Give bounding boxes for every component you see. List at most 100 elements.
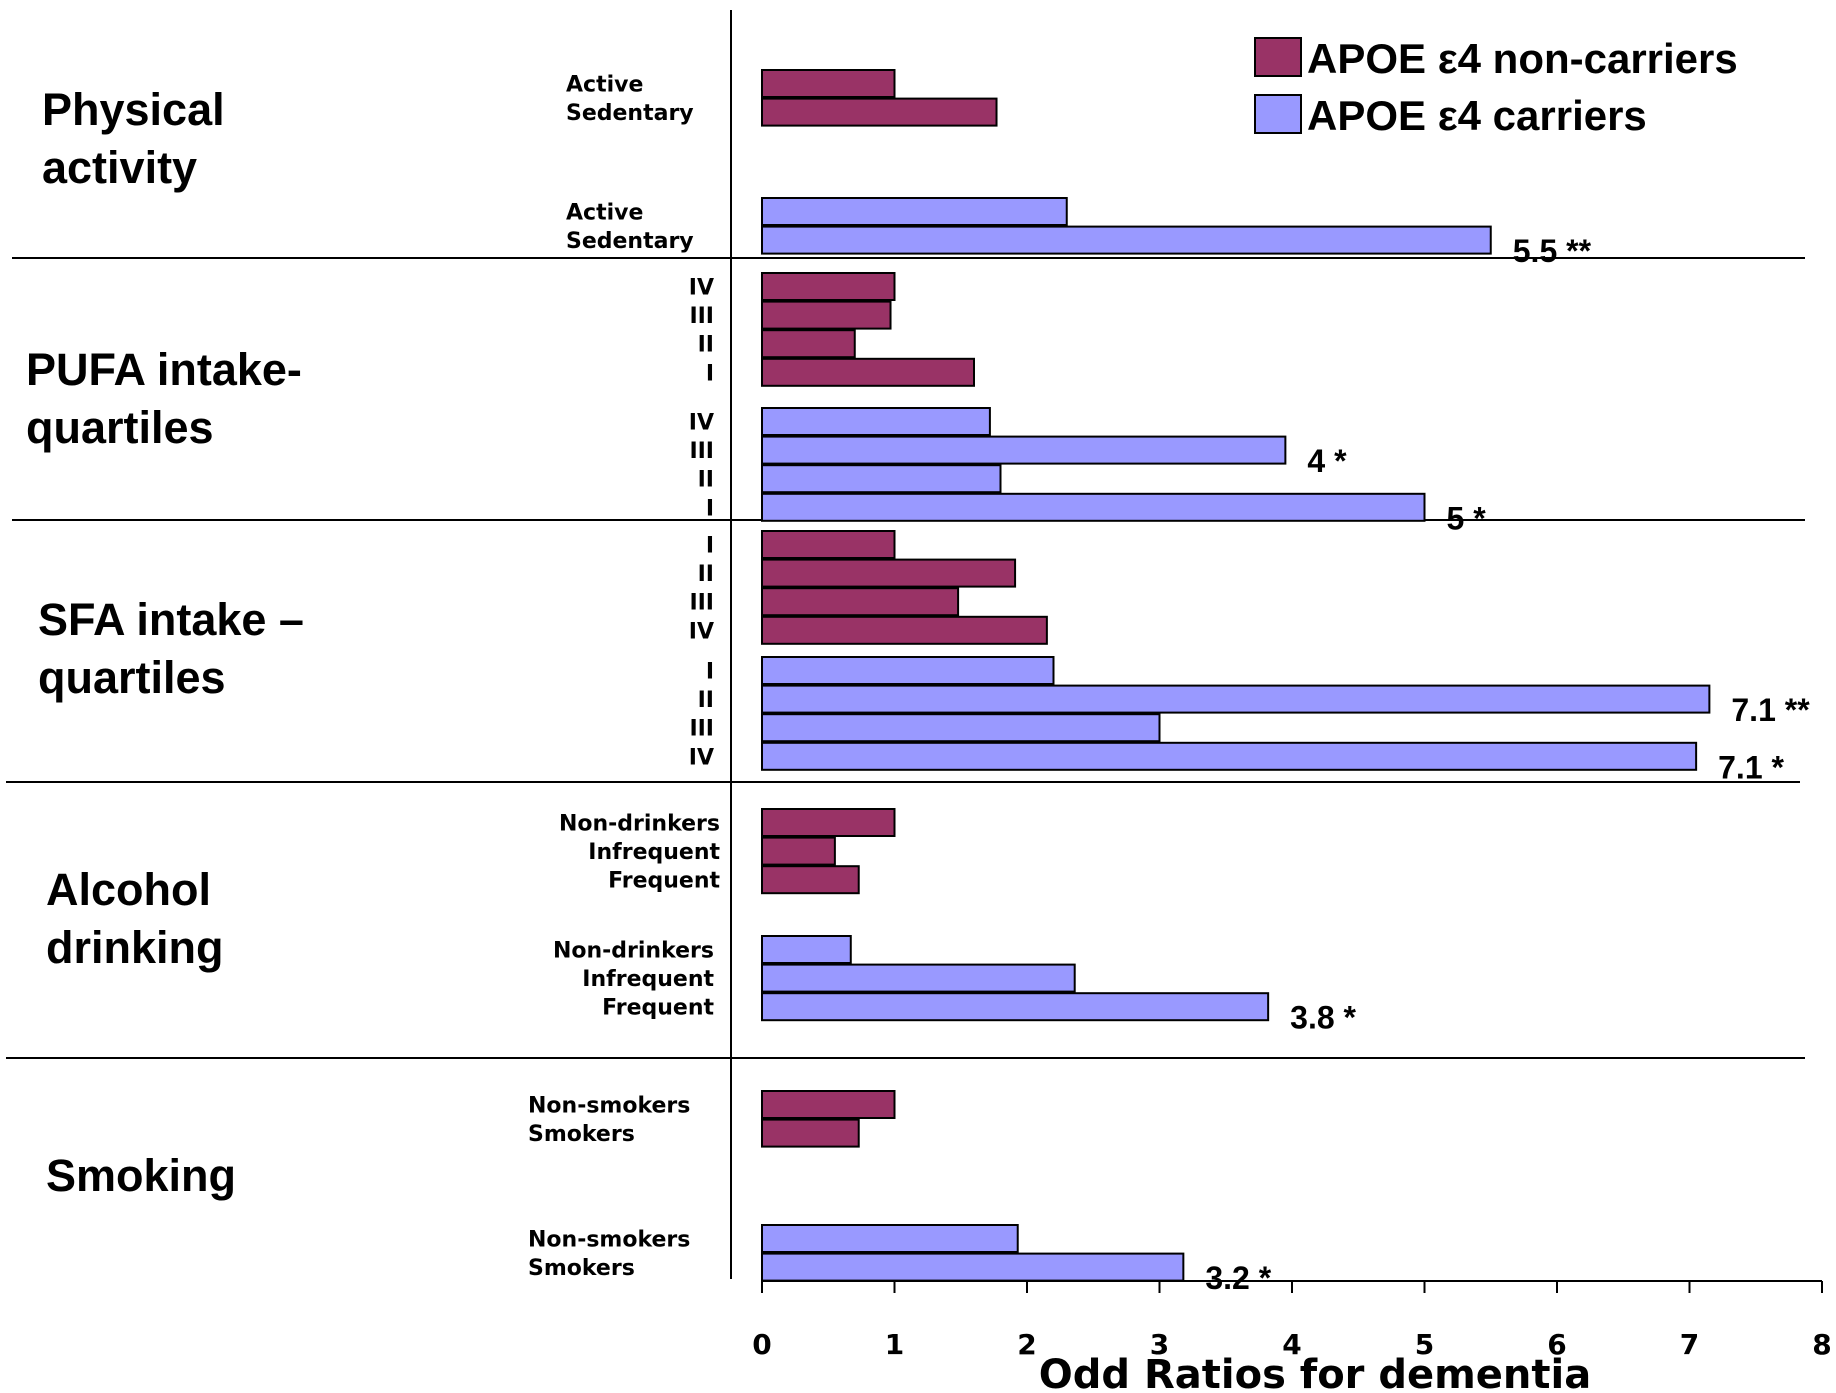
bar-carriers xyxy=(761,225,1492,255)
x-tick-label: 1 xyxy=(885,1328,904,1361)
bar-carriers xyxy=(761,492,1426,522)
row-label: II xyxy=(698,562,714,587)
bar-non-carriers xyxy=(761,615,1048,645)
bar-non-carriers xyxy=(761,836,836,866)
row-label: Frequent xyxy=(602,996,714,1021)
bar-non-carriers xyxy=(761,587,960,617)
bar-non-carriers xyxy=(761,272,896,301)
bar-carriers xyxy=(761,992,1270,1022)
x-tick-label: 7 xyxy=(1680,1328,1699,1361)
row-label: II xyxy=(698,688,714,713)
group-title-line: quartiles xyxy=(26,402,214,453)
bar-carriers xyxy=(761,407,991,436)
group-title: PUFA intake-quartiles xyxy=(26,344,302,453)
group-title-line: drinking xyxy=(46,922,224,973)
bar-carriers xyxy=(761,435,1287,465)
value-annotation: 5 * xyxy=(1447,500,1487,536)
row-label: IV xyxy=(689,276,714,301)
row-label: Non-smokers xyxy=(528,1094,690,1119)
row-label: II xyxy=(698,468,714,493)
group-title-line: Alcohol xyxy=(46,864,211,915)
row-label: Infrequent xyxy=(582,967,714,992)
row-label: I xyxy=(706,534,714,559)
value-annotations: 5.5 ** 4 * 5 * 7.1 ** 7.1 * 3.8 * 3.2 * xyxy=(1205,233,1810,1296)
bar-carriers xyxy=(761,684,1711,714)
value-annotation: 7.1 * xyxy=(1718,749,1784,785)
row-label: III xyxy=(689,304,714,329)
row-label: Active xyxy=(566,201,643,226)
bar-carriers xyxy=(761,963,1076,993)
bar-carriers xyxy=(761,713,1161,743)
x-axis-title: Odd Ratios for dementia xyxy=(1039,1352,1591,1393)
group-title: SFA intake – quartiles xyxy=(38,594,304,703)
legend-label: APOE ε4 carriers xyxy=(1307,92,1647,139)
row-label: III xyxy=(689,439,714,464)
row-label: III xyxy=(689,717,714,742)
row-label: Non-drinkers xyxy=(553,939,714,964)
legend-label: APOE ε4 non-carriers xyxy=(1307,35,1738,82)
bar-non-carriers xyxy=(761,530,896,559)
x-tick-label: 0 xyxy=(752,1328,771,1361)
row-label: Smokers xyxy=(528,1122,635,1147)
bar-carriers xyxy=(761,1252,1185,1282)
bar-carriers xyxy=(761,197,1068,226)
group-title-line: quartiles xyxy=(38,652,226,703)
group-title-line: SFA intake – xyxy=(38,594,304,645)
row-label: Non-smokers xyxy=(528,1228,690,1253)
row-label: Smokers xyxy=(528,1256,635,1281)
group-title: Alcohol drinking xyxy=(46,864,224,973)
group-title-line: activity xyxy=(42,142,197,193)
x-tick-label: 4 xyxy=(1282,1328,1301,1361)
bar-non-carriers xyxy=(761,865,860,895)
bar-carriers xyxy=(761,464,1002,494)
row-labels: ActiveSedentaryActiveSedentaryIVIIIIIIIV… xyxy=(528,73,720,1282)
group-title-line: Smoking xyxy=(46,1150,236,1201)
bar-carriers xyxy=(761,741,1698,771)
row-label: Sedentary xyxy=(566,101,694,126)
legend-swatch xyxy=(1254,94,1302,134)
group-title: Physical activity xyxy=(42,84,225,193)
legend-swatch xyxy=(1254,37,1302,77)
row-label: III xyxy=(689,591,714,616)
row-label: IV xyxy=(689,745,714,770)
legend: APOE ε4 non-carriers APOE ε4 carriers xyxy=(1254,35,1738,139)
value-annotation: 3.2 * xyxy=(1205,1260,1271,1296)
value-annotation: 7.1 ** xyxy=(1731,692,1810,728)
x-tick-label: 3 xyxy=(1150,1328,1169,1361)
group-title-line: PUFA intake- xyxy=(26,344,302,395)
bar-non-carriers xyxy=(761,300,892,330)
x-axis: 0 1 2 3 4 5 6 7 8 Odd Ratios for dementia xyxy=(752,1280,1832,1393)
value-annotation: 5.5 ** xyxy=(1513,233,1592,269)
row-label: Active xyxy=(566,73,643,98)
value-annotation: 4 * xyxy=(1307,443,1347,479)
bar-non-carriers xyxy=(761,357,975,387)
row-label: IV xyxy=(689,619,714,644)
row-label: Infrequent xyxy=(588,840,720,865)
row-label: I xyxy=(706,496,714,521)
row-label: Frequent xyxy=(608,869,720,894)
row-label: Non-drinkers xyxy=(559,812,720,837)
row-label: Sedentary xyxy=(566,229,694,254)
row-label: I xyxy=(706,660,714,685)
x-tick-label: 6 xyxy=(1547,1328,1566,1361)
bar-non-carriers xyxy=(761,1090,896,1119)
group-title: Smoking xyxy=(46,1150,236,1201)
group-title-line: Physical xyxy=(42,84,225,135)
x-tick-label: 2 xyxy=(1017,1328,1036,1361)
bar-non-carriers xyxy=(761,97,998,127)
bar-non-carriers xyxy=(761,808,896,837)
bar-non-carriers xyxy=(761,329,856,359)
x-tick-label: 8 xyxy=(1812,1328,1831,1361)
row-label: I xyxy=(706,361,714,386)
bars xyxy=(761,69,1711,1282)
bar-non-carriers xyxy=(761,1118,860,1148)
bar-carriers xyxy=(761,656,1055,685)
bar-non-carriers xyxy=(761,558,1017,588)
x-tick-label: 5 xyxy=(1415,1328,1434,1361)
value-annotation: 3.8 * xyxy=(1290,1000,1356,1036)
row-label: IV xyxy=(689,411,714,436)
bar-non-carriers xyxy=(761,69,896,98)
row-label: II xyxy=(698,333,714,358)
